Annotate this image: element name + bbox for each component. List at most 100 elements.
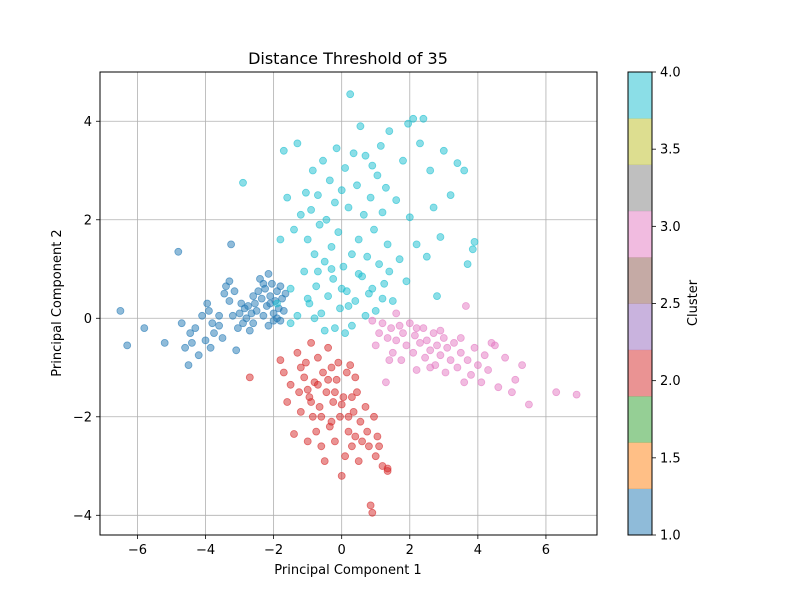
y-tick-label: −4 — [73, 509, 92, 524]
cluster-2-point — [341, 452, 350, 461]
cluster-3-point — [456, 348, 465, 357]
cluster-4-point — [303, 235, 312, 244]
cluster-2-point — [301, 358, 310, 367]
cluster-4-point — [361, 311, 370, 320]
cluster-4-point — [329, 274, 338, 283]
cluster-1-point — [220, 289, 229, 298]
cluster-2-point — [327, 363, 336, 372]
colorbar-tick-label: 2.0 — [660, 374, 681, 389]
cluster-4-point — [468, 245, 477, 254]
cluster-3-point — [429, 329, 438, 338]
cluster-4-point — [368, 161, 377, 170]
x-tick-label: −4 — [196, 543, 215, 558]
cluster-2-point — [308, 412, 317, 421]
colorbar-segment — [628, 257, 652, 304]
cluster-4-point — [337, 284, 346, 293]
cluster-1-point — [140, 324, 149, 333]
cluster-4-point — [325, 176, 334, 185]
cluster-2-point — [332, 375, 341, 384]
cluster-4-point — [354, 235, 363, 244]
cluster-4-point — [426, 166, 435, 175]
cluster-2-point — [330, 388, 339, 397]
cluster-1-point — [186, 329, 195, 338]
plot-frame — [99, 71, 598, 536]
cluster-1-point — [123, 341, 132, 350]
cluster-1-point — [228, 311, 237, 320]
y-tick-label: 0 — [84, 312, 92, 327]
colorbar-segments — [628, 72, 652, 536]
cluster-2-point — [351, 432, 360, 441]
cluster-1-point — [267, 279, 276, 288]
cluster-4-point — [351, 297, 360, 305]
cluster-4-point — [347, 250, 356, 259]
cluster-1-point — [235, 309, 244, 318]
x-tick-label: 0 — [338, 543, 346, 558]
cluster-1-point — [259, 311, 268, 320]
cluster-4-point — [349, 149, 358, 158]
cluster-4-point — [370, 225, 378, 234]
colorbar-segment — [628, 72, 652, 119]
cluster-1-point — [254, 287, 263, 296]
cluster-2-point — [322, 388, 331, 397]
colorbar-segment — [628, 442, 652, 489]
colorbar-segment — [628, 349, 652, 397]
cluster-4-point — [366, 193, 375, 202]
cluster-4-point — [310, 250, 319, 259]
cluster-2-point — [320, 457, 329, 466]
cluster-3-point — [552, 388, 561, 397]
cluster-3-point — [405, 319, 414, 328]
colorbar-segment — [628, 164, 652, 212]
cluster-1-point — [215, 311, 224, 320]
cluster-3-point — [511, 375, 520, 384]
cluster-1-point — [225, 297, 234, 305]
cluster-3-point — [525, 400, 533, 409]
x-tick-label: 2 — [406, 543, 414, 558]
colorbar-label: Cluster — [686, 279, 701, 326]
cluster-2-point — [295, 388, 304, 397]
cluster-4-point — [354, 269, 363, 278]
cluster-2-point — [324, 375, 333, 384]
cluster-4-point — [327, 265, 336, 273]
cluster-4-point — [279, 146, 288, 155]
cluster-1-point — [227, 240, 236, 249]
cluster-3-point — [409, 348, 418, 357]
cluster-3-point — [501, 353, 510, 362]
cluster-4-point — [312, 282, 321, 291]
cluster-4-point — [313, 267, 322, 276]
cluster-2-point — [358, 437, 367, 446]
cluster-3-point — [436, 351, 445, 360]
colorbar-tick-label: 2.5 — [660, 297, 681, 312]
cluster-1-point — [264, 269, 273, 278]
cluster-2-point — [312, 427, 321, 436]
cluster-4-point — [330, 324, 339, 333]
cluster-4-point — [324, 292, 333, 301]
cluster-2-point — [307, 398, 316, 406]
cluster-3-point — [426, 346, 435, 355]
cluster-1-point — [225, 277, 234, 286]
cluster-1-point — [276, 316, 285, 325]
cluster-4-point — [356, 122, 365, 131]
cluster-2-point — [347, 442, 356, 451]
cluster-3-point — [463, 356, 472, 365]
cluster-4-point — [353, 181, 361, 190]
cluster-4-point — [286, 284, 295, 293]
cluster-4-point — [399, 156, 407, 165]
cluster-1-point — [245, 326, 254, 335]
cluster-1-point — [276, 282, 285, 291]
cluster-2-point — [339, 393, 348, 402]
cluster-3-point — [441, 368, 450, 377]
points-layer — [116, 90, 581, 517]
cluster-2-point — [344, 412, 353, 421]
cluster-4-point — [239, 178, 247, 187]
cluster-1-point — [215, 321, 224, 330]
cluster-2-point — [303, 437, 312, 446]
cluster-3-point — [368, 316, 377, 325]
cluster-2-point — [307, 338, 316, 347]
cluster-2-point — [368, 508, 377, 517]
colorbar-segment — [628, 303, 652, 351]
cluster-1-point — [281, 289, 290, 298]
cluster-2-point — [336, 412, 344, 421]
cluster-1-point — [230, 287, 239, 296]
cluster-4-point — [392, 196, 401, 205]
cluster-2-point — [383, 467, 392, 475]
